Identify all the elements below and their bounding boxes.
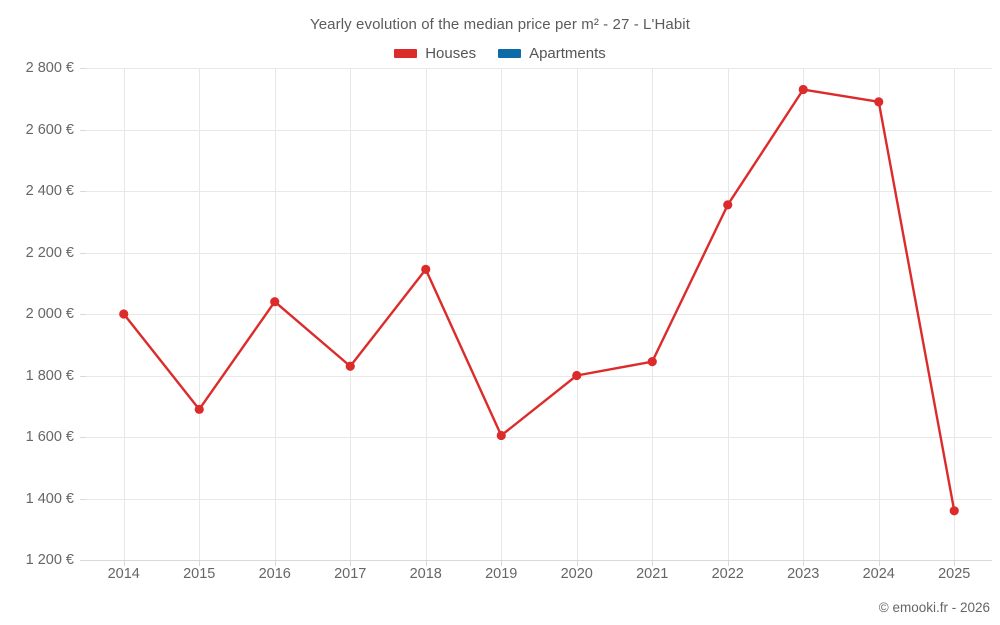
x-axis-label: 2020 xyxy=(560,566,593,582)
x-axis-label: 2022 xyxy=(711,566,744,582)
gridline-horizontal xyxy=(86,252,992,254)
legend-label: Apartments xyxy=(529,45,606,62)
legend-item-apartments[interactable]: Apartments xyxy=(498,45,606,62)
chart-title: Yearly evolution of the median price per… xyxy=(310,16,690,33)
x-axis-tick xyxy=(878,560,880,566)
y-axis-label: 2 200 € xyxy=(25,244,74,261)
y-axis-label: 1 600 € xyxy=(25,429,74,445)
y-axis-tick xyxy=(80,314,86,315)
x-axis-label: 2024 xyxy=(862,566,895,582)
x-axis-tick xyxy=(123,560,125,566)
data-point[interactable] xyxy=(798,84,808,95)
x-axis-label: 2015 xyxy=(183,566,216,582)
x-axis-tick xyxy=(727,560,729,566)
legend-label: Houses xyxy=(425,45,477,62)
series-line-houses xyxy=(122,88,956,512)
x-axis-tick xyxy=(501,560,503,566)
gridline-horizontal xyxy=(86,498,992,500)
x-axis-tick xyxy=(199,560,201,566)
y-axis-label: 1 400 € xyxy=(25,490,74,507)
y-axis-tick xyxy=(80,375,86,377)
x-axis-label: 2021 xyxy=(636,566,669,582)
y-axis-tick xyxy=(80,498,86,500)
data-point[interactable] xyxy=(874,97,884,107)
gridline-horizontal xyxy=(86,68,992,69)
x-axis-tick xyxy=(954,560,956,566)
x-axis-label: 2018 xyxy=(409,566,442,582)
y-axis-label: 1 200 € xyxy=(25,552,74,568)
y-axis-tick xyxy=(80,191,86,192)
legend-item-houses[interactable]: Houses xyxy=(394,45,476,62)
x-axis-label: 2014 xyxy=(107,566,140,582)
y-axis-label: 2 600 € xyxy=(25,121,74,138)
data-point[interactable] xyxy=(949,506,959,516)
y-axis-tick xyxy=(80,560,86,561)
y-axis-label: 2 800 € xyxy=(25,60,74,76)
y-axis-tick xyxy=(80,437,86,438)
gridline-vertical xyxy=(199,68,201,560)
data-point[interactable] xyxy=(496,430,506,441)
data-point[interactable] xyxy=(421,264,431,275)
data-point[interactable] xyxy=(345,361,355,371)
data-point[interactable] xyxy=(647,357,657,367)
gridline-vertical xyxy=(727,68,729,560)
y-axis-label: 2 400 € xyxy=(25,183,74,199)
data-point[interactable] xyxy=(723,200,733,210)
x-axis-label: 2016 xyxy=(258,566,291,582)
x-axis-tick xyxy=(576,560,578,566)
data-point[interactable] xyxy=(270,297,280,307)
y-axis-label: 2 000 € xyxy=(25,306,74,322)
gridline-horizontal xyxy=(86,314,992,315)
x-axis-label: 2017 xyxy=(334,566,367,582)
legend-swatch-icon xyxy=(498,49,522,58)
data-point[interactable] xyxy=(572,370,582,381)
y-axis-tick xyxy=(80,129,86,131)
gridline-vertical xyxy=(274,68,276,560)
gridline-horizontal xyxy=(86,191,992,192)
data-point[interactable] xyxy=(119,309,129,319)
chart-legend: Houses Apartments xyxy=(0,45,1000,62)
gridline-vertical xyxy=(954,68,956,560)
gridline-horizontal xyxy=(86,375,992,377)
y-axis-tick xyxy=(80,252,86,254)
gridline-vertical xyxy=(652,68,654,560)
data-point[interactable] xyxy=(194,404,204,414)
x-axis-label: 2019 xyxy=(485,566,518,582)
x-axis-tick xyxy=(274,560,276,566)
legend-swatch-icon xyxy=(394,49,418,58)
gridline-vertical xyxy=(425,68,427,560)
x-axis-line xyxy=(86,560,992,561)
gridline-vertical xyxy=(803,68,805,560)
gridline-horizontal xyxy=(86,437,992,438)
gridline-vertical xyxy=(501,68,503,560)
x-axis-tick xyxy=(425,560,427,566)
gridline-vertical xyxy=(576,68,578,560)
gridline-horizontal xyxy=(86,129,992,131)
x-axis-tick xyxy=(803,560,805,566)
x-axis-label: 2025 xyxy=(938,566,971,582)
credit-text: © emooki.fr - 2026 xyxy=(878,600,990,615)
gridline-vertical xyxy=(878,68,880,560)
gridline-vertical xyxy=(350,68,352,560)
y-axis-tick xyxy=(80,68,86,69)
y-axis-label: 1 800 € xyxy=(25,367,74,384)
x-axis-tick xyxy=(652,560,654,566)
x-axis-tick xyxy=(350,560,352,566)
x-axis-label: 2023 xyxy=(787,566,820,582)
